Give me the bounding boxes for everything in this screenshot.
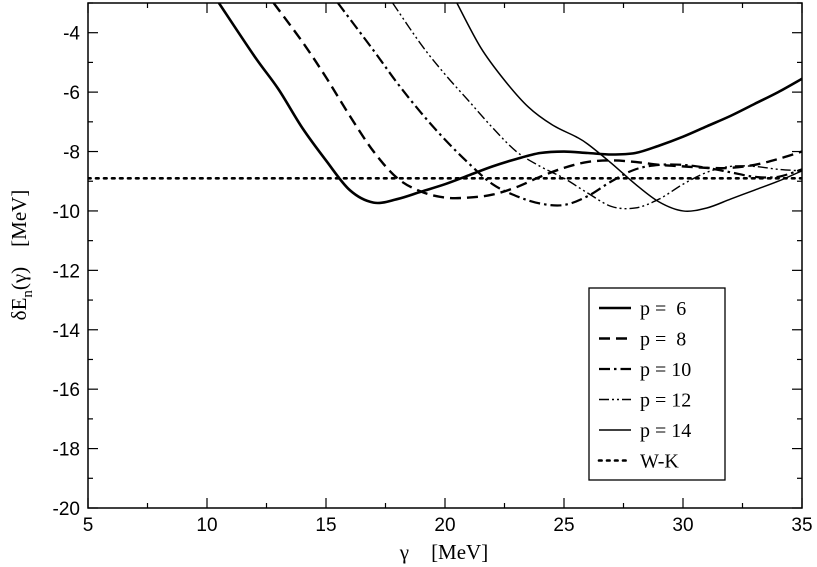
series-layer [88, 3, 802, 212]
y-tick-label: -14 [53, 321, 81, 342]
legend-label: p = 10 [640, 359, 691, 381]
y-axis-arg: (γ) [7, 267, 31, 290]
x-axis-symbol: γ [399, 540, 409, 564]
legend-label: p = 6 [640, 298, 686, 320]
x-tick-label: 35 [791, 515, 812, 536]
legend-label: p = 14 [640, 420, 691, 442]
x-tick-label: 30 [672, 515, 693, 536]
y-tick-label: -20 [53, 499, 80, 520]
y-tick-label: -16 [53, 380, 80, 401]
series-line-2 [272, 3, 802, 200]
axis-ticks [87, 2, 803, 509]
y-tick-label: -6 [63, 83, 80, 104]
x-tick-label: 20 [434, 515, 455, 536]
y-axis-unit: [MeV] [7, 190, 31, 247]
legend-label: W-K [640, 451, 679, 473]
y-tick-label: -12 [53, 261, 80, 282]
y-tick-label: -8 [63, 143, 80, 164]
x-tick-label: 25 [553, 515, 574, 536]
x-axis-unit: [MeV] [431, 540, 488, 564]
legend-label: p = 12 [640, 390, 691, 412]
y-tick-label: -4 [63, 24, 80, 45]
legend: p = 6 p = 8 p = 10 p = 12 p = 14 W-K [588, 287, 726, 481]
series-line-4 [392, 3, 802, 210]
legend-box [588, 287, 726, 481]
series-line-1 [217, 3, 802, 205]
axis-tick-labels: 5 10 15 20 25 30 35 -20 -18 -16 -14 -12 -10 -8 -6 -4 [53, 24, 813, 536]
x-tick-label: 5 [83, 515, 94, 536]
y-tick-label: -10 [53, 202, 80, 223]
y-axis-sub: n [20, 290, 36, 298]
y-axis-base: δE [7, 298, 31, 321]
y-axis-label: δEn(γ) [MeV] [7, 190, 36, 321]
y-tick-label: -18 [53, 440, 80, 461]
x-axis-label: γ [MeV] [399, 540, 488, 564]
x-tick-label: 15 [315, 515, 336, 536]
legend-label: p = 8 [640, 329, 686, 351]
series-line-3 [337, 3, 802, 207]
series-line-5 [456, 3, 802, 212]
x-tick-label: 10 [196, 515, 217, 536]
